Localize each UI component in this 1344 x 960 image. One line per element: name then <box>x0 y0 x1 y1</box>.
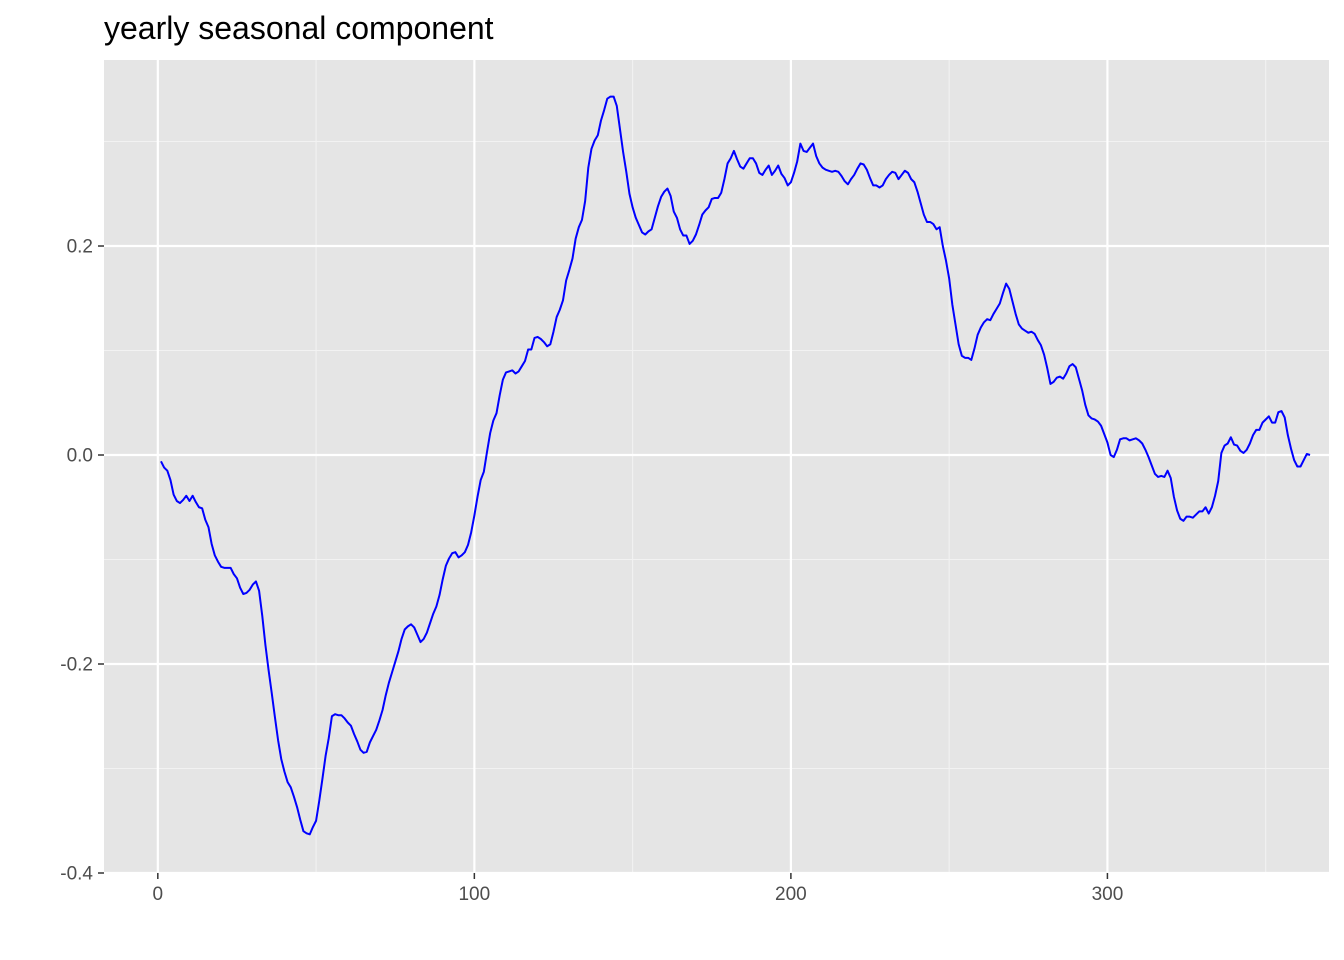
seasonal-component-line <box>160 95 1311 836</box>
x-axis: 0 100 200 300 <box>153 873 1124 905</box>
x-tick-label: 300 <box>1092 884 1124 905</box>
y-tick-label: 0.2 <box>67 237 93 258</box>
plot-panel <box>104 60 1329 873</box>
x-tick-label: 100 <box>458 884 490 905</box>
y-tick-label: 0.0 <box>67 446 93 467</box>
y-axis: -0.4 -0.2 0.0 0.2 <box>60 237 104 885</box>
x-tick-label: 200 <box>775 884 807 905</box>
x-tick-label: 0 <box>153 884 164 905</box>
y-tick-label: -0.4 <box>60 864 93 885</box>
chart-title: yearly seasonal component <box>104 10 494 46</box>
y-tick-label: -0.2 <box>60 655 93 676</box>
minor-gridlines <box>104 60 1329 873</box>
major-gridlines <box>104 60 1329 875</box>
